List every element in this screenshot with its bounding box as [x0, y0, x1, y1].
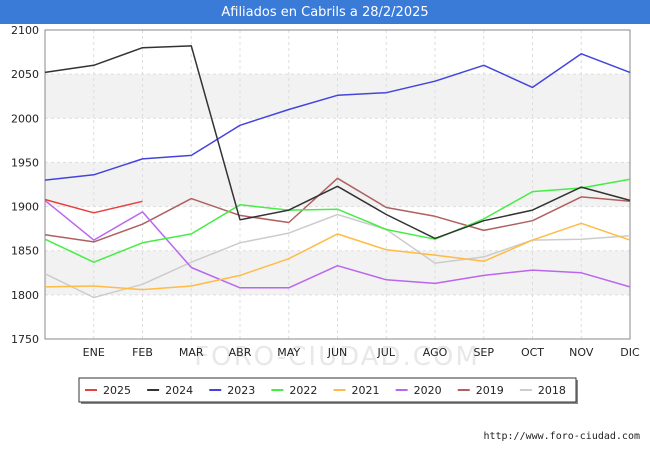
- series-line-2023: [44, 53, 631, 181]
- line-chart: FORO-CIUDAD.COM 1750 1800 1850 1900 1950 2000…: [11, 24, 640, 404]
- watermark-text: FORO-CIUDAD.COM: [194, 342, 480, 372]
- y-tick-label: 1950: [11, 156, 39, 169]
- legend-label-2025: 2025: [103, 384, 131, 397]
- plot-frame: [44, 29, 631, 340]
- legend-label-2023: 2023: [227, 384, 255, 397]
- series-line-2022: [44, 178, 631, 263]
- x-tick-label: OCT: [521, 346, 544, 359]
- series-lines: [44, 45, 631, 299]
- y-tick-label: 2100: [11, 24, 39, 37]
- series-line-2025: [44, 198, 143, 214]
- series-line-2021: [44, 222, 631, 291]
- y-tick-label: 1800: [11, 289, 39, 302]
- y-axis: 1750 1800 1850 1900 1950 2000 2050 2100: [11, 24, 39, 346]
- x-tick-label: ENE: [83, 346, 105, 359]
- x-tick-label: MAY: [277, 346, 300, 359]
- legend-box: [78, 377, 577, 403]
- grid-lines: [44, 29, 631, 340]
- x-tick-label: FEB: [132, 346, 153, 359]
- plot-background: [45, 30, 630, 339]
- y-tick-label: 2000: [11, 112, 39, 125]
- series-line-2019: [44, 177, 631, 243]
- x-tick-label: DIC: [620, 346, 640, 359]
- legend-label-2022: 2022: [289, 384, 317, 397]
- y-tick-label: 1850: [11, 245, 39, 258]
- chart-title: Afiliados en Cabrils a 28/2/2025: [0, 0, 650, 24]
- x-tick-label: NOV: [569, 346, 594, 359]
- y-tick-label: 1900: [11, 201, 39, 214]
- legend-label-2024: 2024: [165, 384, 193, 397]
- legend-label-2021: 2021: [352, 384, 380, 397]
- series-line-2024: [44, 45, 631, 240]
- x-tick-label: JUL: [377, 346, 396, 359]
- y-tick-label: 2050: [11, 68, 39, 81]
- x-axis: ENE FEB MAR ABR MAY JUN JUL AGO SEP OCT NOV DIC: [83, 346, 640, 359]
- x-tick-label: MAR: [179, 346, 204, 359]
- x-tick-label: JUN: [327, 346, 348, 359]
- legend-label-2020: 2020: [414, 384, 442, 397]
- x-tick-label: ABR: [229, 346, 252, 359]
- y-tick-label: 1750: [11, 333, 39, 346]
- series-line-2020: [44, 199, 631, 289]
- legend: 2025 2024 2023 2022 2021 2020 2019 2018: [78, 377, 578, 404]
- source-url[interactable]: http://www.foro-ciudad.com: [483, 431, 640, 442]
- x-tick-label: AGO: [423, 346, 448, 359]
- legend-label-2019: 2019: [476, 384, 504, 397]
- legend-label-2018: 2018: [538, 384, 566, 397]
- x-tick-label: SEP: [473, 346, 494, 359]
